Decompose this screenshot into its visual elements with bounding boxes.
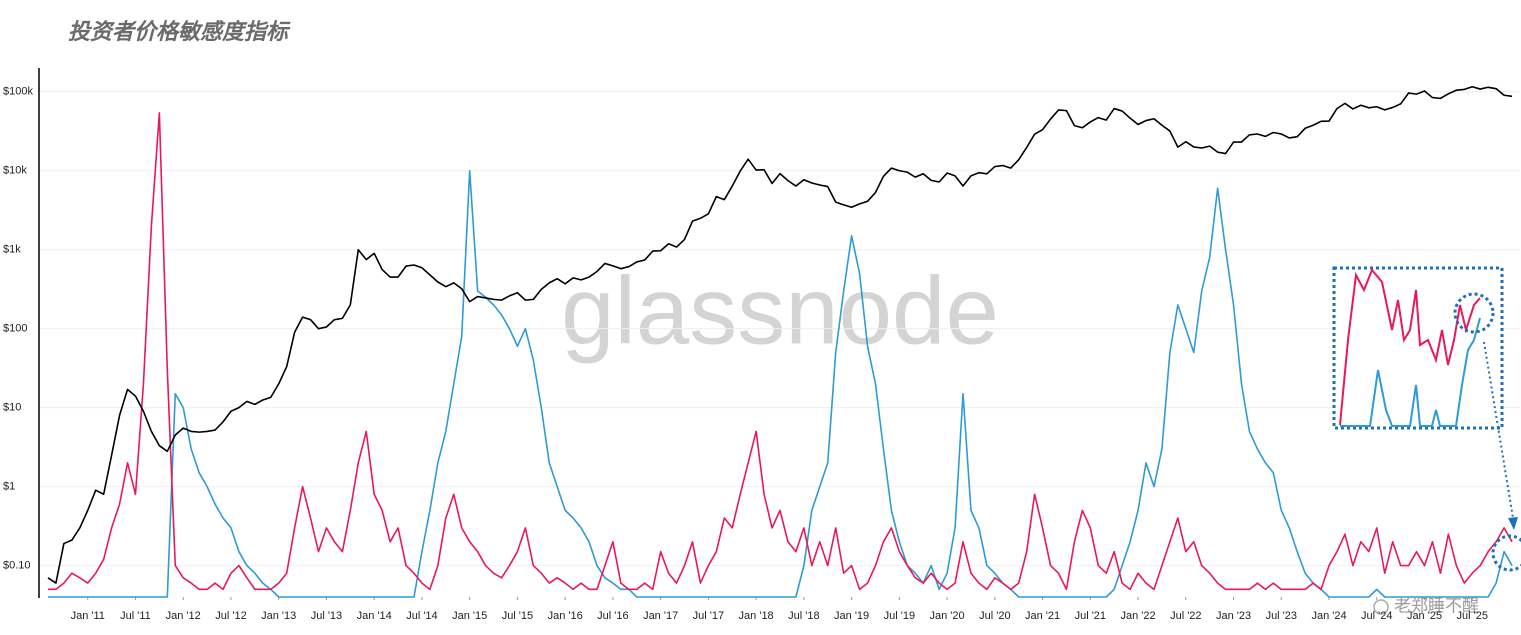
x-tick-label: Jan '23	[1216, 610, 1251, 622]
x-tick-label: Jan '19	[834, 610, 869, 622]
x-tick-label: Jan '24	[1311, 610, 1346, 622]
x-tick-label: Jul '12	[215, 610, 246, 622]
x-tick-label: Jul '13	[311, 610, 342, 622]
y-tick-label: $10	[3, 402, 21, 414]
y-tick-label: $10k	[3, 165, 27, 177]
y-tick-label: $1	[3, 481, 15, 493]
x-tick-label: Jul '15	[502, 610, 533, 622]
x-tick-label: Jan '25	[1407, 610, 1442, 622]
highlight-circle	[1453, 292, 1495, 334]
series-line	[47, 112, 1513, 591]
x-tick-label: Jan '18	[739, 610, 774, 622]
x-tick-label: Jul '14	[406, 610, 437, 622]
x-tick-label: Jul '22	[1170, 610, 1201, 622]
arrow-head	[1508, 517, 1518, 530]
x-tick-label: Jan '14	[357, 610, 392, 622]
x-tick-label: Jan '17	[643, 610, 678, 622]
credit: 老郑睡不醒	[1394, 596, 1479, 615]
x-tick-label: Jan '13	[261, 610, 296, 622]
plot-area	[40, 85, 1520, 600]
y-tick-label: $100k	[3, 86, 33, 98]
x-tick-label: Jul '20	[979, 610, 1010, 622]
x-tick-label: Jan '12	[166, 610, 201, 622]
series-line	[47, 169, 1513, 598]
inset-line	[1339, 268, 1481, 426]
x-tick-label: Jul '19	[884, 610, 915, 622]
x-tick-label: Jul '25	[1457, 610, 1488, 622]
x-tick-label: Jan '15	[452, 610, 487, 622]
x-tick-label: Jul '23	[1266, 610, 1297, 622]
y-tick-label: $0.10	[3, 559, 31, 571]
chart-title: 投资者价格敏感度指标	[68, 19, 291, 44]
x-tick-label: Jan '11	[71, 610, 105, 622]
credit-icon	[1373, 599, 1389, 615]
y-tick-label: $1k	[3, 244, 21, 256]
highlight-circle	[1491, 534, 1521, 572]
x-tick-label: Jul '17	[693, 610, 724, 622]
inset-line	[1340, 317, 1481, 427]
x-tick-label: Jul '24	[1361, 610, 1392, 622]
x-tick-label: Jan '20	[930, 610, 965, 622]
arrow	[1483, 341, 1515, 525]
inset	[1332, 266, 1521, 572]
x-tick-label: Jul '18	[788, 610, 819, 622]
x-tick-label: Jul '21	[1075, 610, 1106, 622]
x-tick-label: Jul '11	[120, 610, 151, 622]
y-tick-label: $100	[3, 323, 27, 335]
x-tick-label: Jan '21	[1025, 610, 1060, 622]
x-tick-label: Jul '16	[597, 610, 628, 622]
watermark: glassnode	[561, 257, 999, 364]
x-tick-label: Jan '16	[548, 610, 583, 622]
series-line	[47, 85, 1513, 584]
x-tick-label: Jan '22	[1120, 610, 1155, 622]
